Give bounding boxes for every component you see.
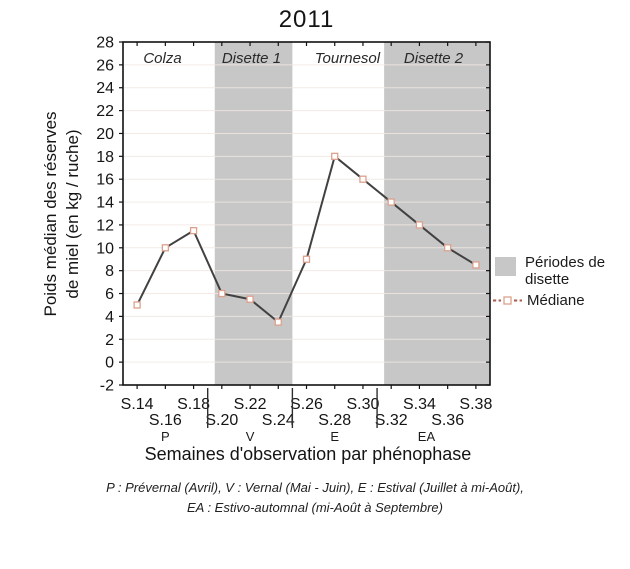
- y-tick-label: 24: [96, 80, 114, 97]
- x-tick-label: S.38: [459, 396, 492, 413]
- chart-title: 2011: [278, 6, 335, 33]
- y-tick-label: 22: [96, 103, 114, 120]
- x-tick-label: S.18: [177, 396, 210, 413]
- x-tick-label: S.24: [262, 412, 295, 429]
- x-tick-label: S.32: [375, 412, 408, 429]
- y-tick-label: 8: [105, 263, 114, 280]
- phenophase-label: P: [161, 429, 170, 444]
- region-label: Disette 2: [404, 50, 464, 67]
- y-tick-label: 16: [96, 172, 114, 189]
- data-point-marker: [472, 261, 480, 269]
- data-point-marker: [444, 244, 452, 252]
- legend: Périodes de disette Médiane: [492, 254, 605, 309]
- y-axis-label-line-2: de miel (en kg / ruche): [63, 129, 82, 299]
- legend-periodes-line-1: Périodes de: [525, 254, 606, 271]
- y-tick-label: 4: [105, 309, 114, 326]
- y-tick-label: 26: [96, 57, 114, 74]
- x-tick-label: S.20: [205, 412, 238, 429]
- y-tick-label: 20: [96, 126, 114, 143]
- x-tick-label: S.22: [234, 396, 267, 413]
- y-tick-label: 2: [105, 332, 114, 349]
- data-point-marker: [387, 198, 395, 206]
- x-axis-title: Semaines d'observation par phénophase: [144, 444, 472, 464]
- data-point-marker: [161, 244, 169, 252]
- y-tick-label: 28: [96, 35, 114, 52]
- phenophase-label: EA: [418, 429, 436, 444]
- x-tick-label: S.36: [431, 412, 464, 429]
- legend-row-disette: Périodes de disette: [492, 254, 605, 288]
- x-tick-label: S.28: [318, 412, 351, 429]
- x-tick-label: S.16: [149, 412, 182, 429]
- y-axis-label-line-1: Poids médian des réserves: [40, 111, 60, 317]
- data-point-marker: [331, 152, 339, 160]
- median-square: [503, 296, 512, 305]
- legend-row-mediane: Médiane: [492, 292, 605, 309]
- footnote-line-1: P : Prévernal (Avril), V : Vernal (Mai -…: [106, 480, 524, 495]
- y-tick-label: 14: [96, 195, 114, 212]
- data-point-marker: [274, 318, 282, 326]
- legend-periodes-line-2: disette: [525, 271, 570, 288]
- disette-band-swatch: [495, 257, 516, 276]
- legend-mediane-label: Médiane: [527, 292, 585, 309]
- phenophase-label: E: [330, 429, 339, 444]
- footnote-line-2: EA : Estivo-automnal (mi-Août à Septembr…: [186, 500, 443, 516]
- region-label: Tournesol: [315, 50, 381, 67]
- data-point-marker: [246, 295, 254, 303]
- disette-band: [214, 42, 293, 385]
- data-point-marker: [415, 221, 424, 229]
- x-tick-label: S.14: [121, 396, 154, 413]
- data-point-marker: [133, 301, 141, 309]
- plot-border: [122, 41, 491, 386]
- y-tick-label: -2: [100, 378, 114, 395]
- y-tick-label: 0: [105, 355, 114, 372]
- y-tick-label: 10: [96, 240, 114, 257]
- footnote: P : Prévernal (Avril), V : Vernal (Mai -…: [0, 478, 630, 518]
- data-point-marker: [218, 289, 226, 298]
- x-tick-label: S.34: [403, 396, 436, 413]
- y-tick-label: 12: [96, 217, 114, 234]
- y-tick-label: 6: [105, 286, 114, 303]
- x-tick-label: S.30: [347, 396, 380, 413]
- y-tick-label: 18: [96, 149, 114, 166]
- disette-band: [384, 42, 490, 385]
- region-label: Disette 1: [222, 50, 281, 67]
- data-point-marker: [302, 255, 311, 263]
- region-label: Colza: [143, 50, 181, 67]
- x-tick-label: S.26: [290, 396, 323, 413]
- phenophase-label: V: [246, 429, 255, 444]
- data-point-marker: [359, 175, 367, 183]
- data-point-marker: [189, 226, 198, 235]
- y-axis-label: Poids médian des réserves de miel (en kg…: [40, 111, 84, 316]
- median-marker-icon: [493, 296, 522, 305]
